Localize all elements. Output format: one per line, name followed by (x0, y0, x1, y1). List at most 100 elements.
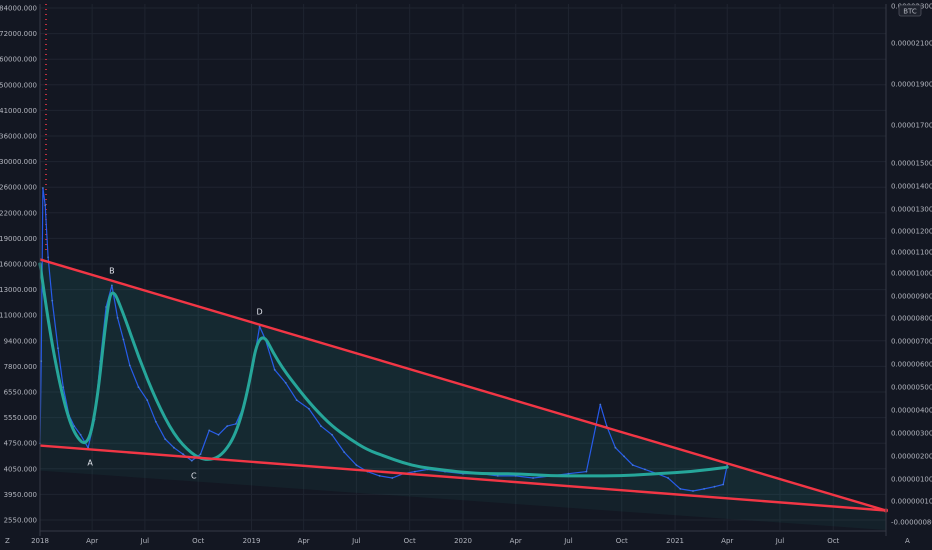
series-point (331, 433, 333, 436)
trend-lines (39, 258, 888, 513)
series-point (73, 425, 76, 427)
right-tick-label: 0.00001200 (891, 228, 932, 236)
x-tick-label: Jul (563, 537, 573, 545)
series-point (355, 464, 358, 466)
point-label-c: C (191, 472, 197, 481)
right-tick-label: 0.00000300 (891, 430, 932, 438)
series-point (391, 477, 394, 479)
series-point (692, 490, 694, 492)
x-tick-label: Apr (86, 537, 98, 545)
right-tick-label: 0.00001900 (891, 81, 932, 89)
series-point (128, 364, 131, 367)
right-tick-label: 0.00000700 (891, 338, 932, 346)
right-tick-label: 0.00001300 (891, 206, 932, 214)
left-tick-label: 26000.000 (0, 184, 37, 192)
series-point (122, 338, 125, 341)
currency-badge-label: BTC (903, 8, 917, 16)
series-point (284, 381, 287, 384)
series-point (532, 477, 534, 479)
left-tick-label: 6550.000 (4, 389, 37, 397)
left-tick-label: 3950.000 (4, 491, 37, 499)
left-tick-label: 41000.000 (0, 107, 37, 115)
right-tick-label: 0.00001000 (891, 270, 932, 278)
series-point (703, 488, 705, 490)
series-point (667, 477, 669, 479)
x-tick-label: Apr (298, 537, 310, 545)
left-tick-label: 36000.000 (0, 133, 37, 141)
right-tick-label: -0.00000080 (891, 519, 932, 527)
right-tick-label: 0.00000800 (891, 315, 932, 323)
left-tick-label: 50000.000 (0, 81, 37, 89)
fit-curve-line (38, 262, 729, 478)
series-point (190, 459, 193, 462)
series-point (199, 453, 202, 456)
series-point (62, 386, 65, 388)
x-tick-label: Oct (616, 537, 628, 545)
left-tick-label: 84000.000 (0, 5, 37, 13)
fit-curve (38, 262, 729, 478)
left-tick-label: 60000.000 (0, 56, 37, 64)
series-point (226, 425, 229, 427)
corner-left-label[interactable]: Z (5, 537, 10, 545)
series-point (79, 433, 82, 436)
series-point (585, 470, 588, 473)
x-tick-label: 2019 (243, 537, 261, 545)
series-point (217, 433, 220, 436)
trend-line-upper (39, 258, 887, 512)
series-point (644, 468, 646, 471)
point-label-a: A (87, 459, 93, 468)
series-point (155, 420, 157, 423)
series-point (137, 386, 140, 388)
point-label-d: D (257, 308, 263, 317)
right-tick-label: 0.00000600 (891, 361, 932, 369)
x-tick-label: Jul (140, 537, 150, 545)
series-point (722, 483, 725, 486)
x-axis: 2018 Apr Jul Oct 2019 Apr Jul Oct 2020 Apr Jul Oct 2… (31, 530, 886, 545)
series-point (47, 256, 49, 259)
left-tick-label: 13000.000 (0, 286, 37, 294)
series-point (414, 470, 416, 473)
currency-badge[interactable]: BTC (898, 4, 922, 17)
x-tick-label: Oct (192, 537, 204, 545)
left-tick-label: 30000.000 (0, 158, 37, 166)
series-point (343, 451, 346, 453)
series-point (116, 317, 119, 319)
series-point (631, 464, 634, 466)
series-point (295, 399, 298, 401)
series-point (51, 299, 54, 302)
left-tick-label: 72000.000 (0, 30, 37, 38)
left-tick-label: 9400.000 (4, 337, 37, 345)
series-point (320, 425, 322, 427)
series-point (614, 446, 617, 449)
right-tick-label: 0.00000500 (891, 384, 932, 392)
x-tick-label: Oct (827, 537, 839, 545)
series-point (713, 485, 716, 488)
series-point (182, 453, 185, 456)
x-tick-label: Apr (721, 537, 733, 545)
right-tick-label: 0.00001700 (891, 122, 932, 130)
series-point (623, 455, 625, 458)
series-point (173, 446, 175, 449)
series-point (496, 475, 499, 477)
series-point (40, 360, 43, 363)
corner-right-label[interactable]: A (905, 537, 910, 545)
series-point (146, 399, 149, 401)
right-tick-label: 0.00002100 (891, 40, 932, 48)
right-tick-label: 0.00001100 (891, 249, 932, 257)
series-point (111, 284, 113, 287)
series-point (308, 407, 310, 410)
right-tick-label: 0.00000100 (891, 476, 932, 484)
series-point (378, 475, 381, 477)
left-tick-label: 16000.000 (0, 261, 37, 269)
left-tick-label: 4750.000 (4, 440, 37, 448)
point-labels: A B C D (87, 266, 262, 480)
left-axis: 84000.000 72000.000 60000.000 50000.000 4100… (0, 4, 41, 536)
right-tick-label: 0.00000900 (891, 293, 932, 301)
trend-line-lower (39, 444, 887, 512)
point-label-b: B (109, 266, 115, 275)
series-point (567, 472, 570, 475)
series-point (235, 423, 237, 425)
series-point (273, 368, 276, 371)
series-point (164, 438, 167, 440)
